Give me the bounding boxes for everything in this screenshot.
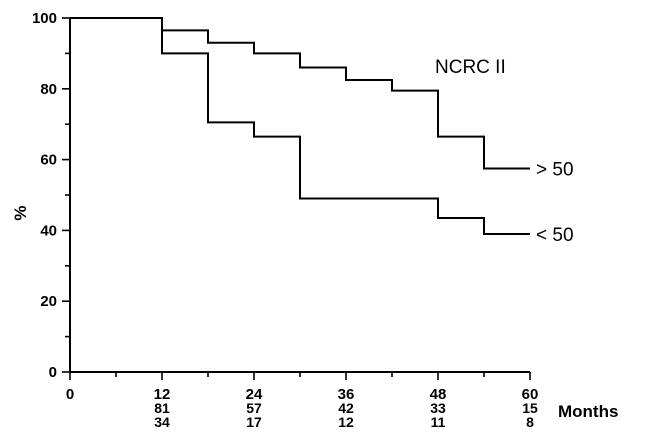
series-group: > 50 < 50 <box>70 17 574 246</box>
x-tick-label: 12 <box>154 386 171 403</box>
at-risk-count: 15 <box>522 400 538 416</box>
y-tick-label: 60 <box>40 152 57 169</box>
x-tick-label: 24 <box>246 386 263 403</box>
series-line-1 <box>70 17 530 170</box>
at-risk-count: 11 <box>431 414 446 430</box>
at-risk-count: 17 <box>246 414 262 430</box>
at-risk-count: 34 <box>154 414 170 430</box>
at-risk-count: 57 <box>246 400 262 416</box>
labels: NCRC II % Months <box>11 57 618 421</box>
y-tick-label: 40 <box>40 222 57 239</box>
x-tick-label: 36 <box>338 386 355 403</box>
ticks: 0 20 40 60 80 100 0 12 24 36 48 60 81 57 42 33 15 34 17 12 1… <box>32 10 538 430</box>
y-axis-title: % <box>11 205 30 220</box>
x-tick-label: 0 <box>66 386 74 403</box>
series-label-2: < 50 <box>536 225 574 246</box>
series-label-1: > 50 <box>536 159 574 180</box>
annotation-label: NCRC II <box>435 57 506 78</box>
series-line-2 <box>70 17 530 235</box>
at-risk-count: 42 <box>338 400 354 416</box>
y-tick-label: 20 <box>40 293 57 310</box>
y-tick-label: 100 <box>32 10 57 27</box>
x-tick-label: 48 <box>430 386 447 403</box>
y-tick-label: 80 <box>40 81 57 98</box>
at-risk-count: 33 <box>430 400 446 416</box>
x-axis-title: Months <box>558 402 618 421</box>
y-tick-label: 0 <box>49 364 57 381</box>
at-risk-count: 8 <box>526 414 534 430</box>
at-risk-count: 81 <box>154 400 170 416</box>
at-risk-count: 12 <box>338 414 354 430</box>
x-tick-label: 60 <box>522 386 539 403</box>
